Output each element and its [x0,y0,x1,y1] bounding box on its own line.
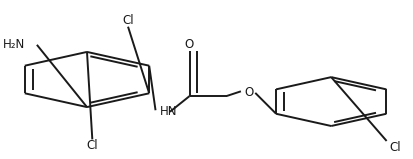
Text: Cl: Cl [388,141,400,154]
Text: H₂N: H₂N [3,38,25,51]
Text: O: O [244,86,253,99]
Text: HN: HN [159,105,177,118]
Text: O: O [184,38,193,51]
Text: Cl: Cl [122,14,133,27]
Text: Cl: Cl [86,139,98,152]
